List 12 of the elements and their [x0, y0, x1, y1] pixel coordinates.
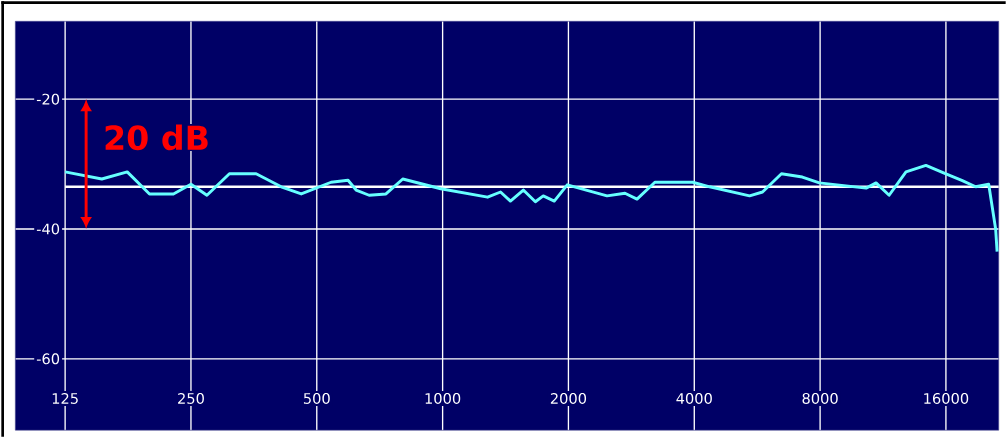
x-tick-label: 1000 — [425, 392, 461, 404]
annotation: 20 dB — [105, 124, 208, 151]
x-tick-label: 16000 — [924, 392, 969, 404]
y-tick-label: -20 — [36, 93, 60, 105]
y-tick-label: -40 — [36, 223, 60, 235]
x-tick-label: 2000 — [550, 392, 587, 404]
y-tick-label: -60 — [36, 353, 60, 365]
x-tick-label: 250 — [178, 392, 204, 404]
x-tick-label: 500 — [303, 392, 330, 404]
x-tick-label: 4000 — [676, 392, 712, 404]
x-tick-label: 8000 — [802, 392, 838, 404]
x-tick-label: 125 — [52, 392, 78, 404]
